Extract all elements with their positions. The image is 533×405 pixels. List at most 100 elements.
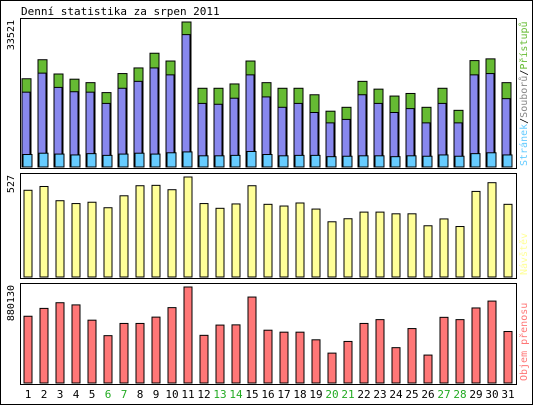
day-21-bar: [343, 218, 353, 278]
day-9-bar: [151, 316, 161, 384]
day-7-bar: [119, 322, 129, 384]
day-9-bars: [149, 52, 161, 168]
day-label-18: 18: [293, 388, 306, 401]
day-12-bar: [199, 334, 209, 384]
day-29-bar: [471, 307, 481, 384]
day-28-bar: [455, 319, 465, 384]
pages-bar: [374, 155, 385, 168]
legend-sep: /: [519, 118, 530, 124]
day-22-bar: [359, 211, 369, 278]
day-12-bars: [197, 87, 209, 168]
day-13-bars: [213, 87, 225, 168]
day-17-bars: [277, 87, 289, 168]
day-label-8: 8: [137, 388, 144, 401]
legend-hits: Přístupů: [518, 21, 530, 69]
chart-title: Denní statistika za srpen 2011: [21, 5, 220, 18]
day-1-bars: [21, 78, 33, 168]
day-label-11: 11: [181, 388, 194, 401]
day-label-1: 1: [25, 388, 32, 401]
day-label-20: 20: [325, 388, 338, 401]
day-4-bars: [69, 78, 81, 168]
pages-bar: [22, 154, 33, 168]
pages-bar: [406, 155, 417, 168]
day-31-bar: [503, 331, 513, 384]
day-23-bar: [375, 211, 385, 278]
day-17-bar: [279, 331, 289, 384]
pages-bar: [294, 154, 305, 168]
day-30-bar: [487, 300, 497, 384]
legend-visits: Návštěv: [518, 233, 530, 275]
files-bar: [181, 34, 191, 168]
panel-transfer: 880130 Objem přenosu: [6, 283, 530, 385]
day-7-bars: [117, 73, 129, 168]
day-6-bar: [103, 207, 113, 278]
day-2-bar: [39, 307, 49, 384]
day-label-7: 7: [121, 388, 128, 401]
files-bar: [149, 67, 159, 168]
day-21-bars: [341, 106, 353, 168]
day-4-bar: [71, 203, 81, 278]
day-11-bars: [181, 21, 193, 168]
day-24-bar: [391, 347, 401, 384]
day-label-2: 2: [41, 388, 48, 401]
day-26-bar: [423, 225, 433, 278]
day-13-bar: [215, 324, 225, 384]
day-label-25: 25: [405, 388, 418, 401]
day-18-bars: [293, 87, 305, 168]
day-14-bars: [229, 83, 241, 168]
day-26-bars: [421, 106, 433, 168]
day-label-27: 27: [437, 388, 450, 401]
day-27-bar: [439, 316, 449, 384]
pages-bar: [326, 156, 337, 168]
day-3-bar: [55, 200, 65, 278]
day-15-bars: [245, 60, 257, 168]
pages-bar: [470, 153, 481, 168]
day-5-bars: [85, 82, 97, 168]
day-label-17: 17: [277, 388, 290, 401]
day-14-bar: [231, 203, 241, 278]
day-1-bar: [23, 189, 33, 278]
day-label-13: 13: [213, 388, 226, 401]
pages-bar: [422, 155, 433, 168]
day-20-bar: [327, 352, 337, 384]
day-10-bar: [167, 189, 177, 278]
day-14-bar: [231, 324, 241, 384]
day-6-bars: [101, 92, 113, 168]
day-5-bar: [87, 201, 97, 278]
legend-files: Souborů: [518, 76, 530, 118]
legend-pages: Stránek: [518, 124, 530, 166]
pages-bar: [342, 155, 353, 168]
day-19-bar: [311, 339, 321, 384]
pages-bar: [278, 155, 289, 168]
day-27-bar: [439, 218, 449, 278]
day-3-bar: [55, 302, 65, 384]
panel-visits: 527 Návštěv: [6, 173, 530, 279]
day-18-bar: [295, 202, 305, 278]
day-label-23: 23: [373, 388, 386, 401]
pages-bar: [182, 151, 193, 168]
day-7-bar: [119, 195, 129, 278]
day-label-12: 12: [197, 388, 210, 401]
day-1-bar: [23, 315, 33, 384]
day-label-29: 29: [469, 388, 482, 401]
day-label-15: 15: [245, 388, 258, 401]
day-23-bar: [375, 319, 385, 384]
day-26-bar: [423, 354, 433, 384]
pages-bar: [214, 155, 225, 168]
pages-bar: [358, 155, 369, 168]
day-17-bar: [279, 205, 289, 278]
pages-bar: [486, 152, 497, 168]
day-11-bar: [183, 286, 193, 384]
pages-bar: [502, 154, 513, 168]
pages-bar: [86, 153, 97, 168]
day-24-bars: [389, 95, 401, 168]
day-24-bar: [391, 213, 401, 278]
day-27-bars: [437, 87, 449, 168]
legend-transfer: Objem přenosu: [518, 303, 530, 381]
day-label-10: 10: [165, 388, 178, 401]
pages-bar: [118, 153, 129, 168]
day-10-bar: [167, 307, 177, 384]
day-label-9: 9: [153, 388, 160, 401]
pages-bar: [54, 153, 65, 168]
